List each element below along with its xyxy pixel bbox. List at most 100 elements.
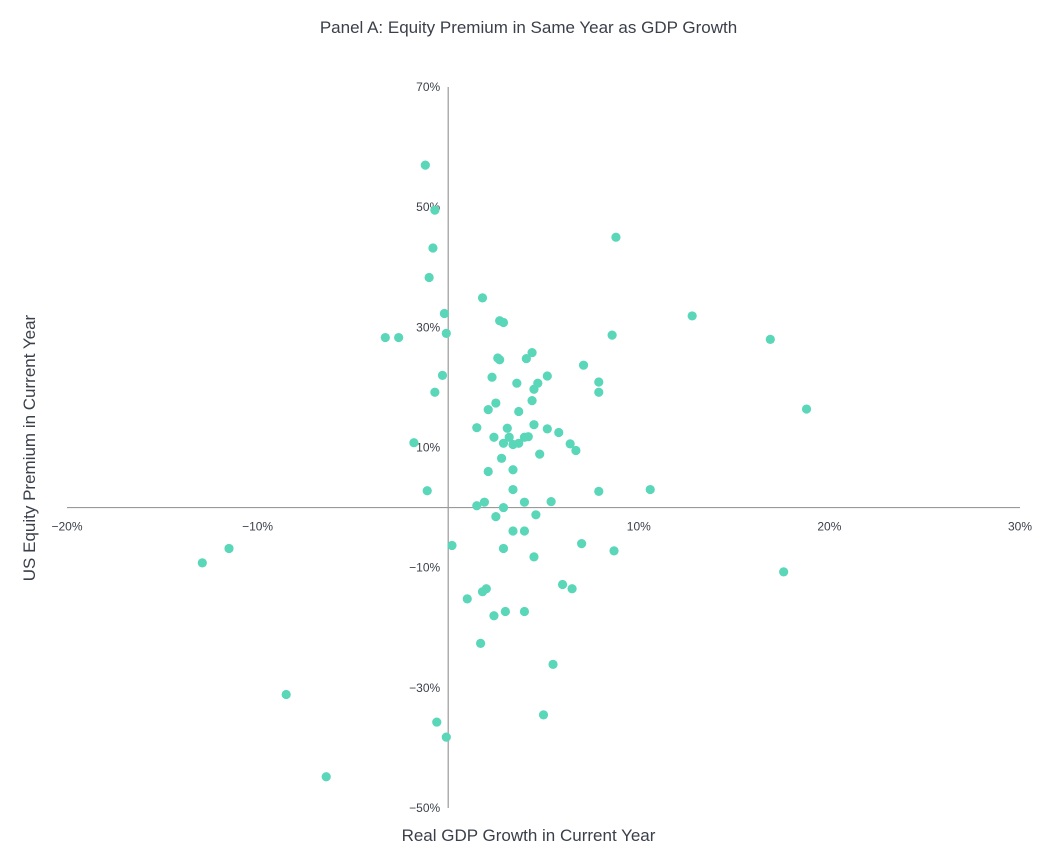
scatter-point: [554, 427, 564, 438]
scatter-point: [447, 540, 457, 551]
scatter-point: [437, 370, 448, 380]
scatter-point: [607, 330, 617, 340]
scatter-point: [422, 486, 432, 496]
scatter-point: [594, 486, 604, 496]
scatter-point: [531, 510, 541, 520]
data-points: [197, 160, 812, 782]
scatter-point: [224, 543, 234, 554]
scatter-point: [571, 445, 581, 456]
scatter-point: [472, 423, 482, 433]
scatter-point: [578, 360, 589, 370]
scatter-point: [439, 308, 449, 319]
scatter-point: [538, 710, 549, 720]
scatter-point: [394, 332, 404, 343]
x-tick-label: −20%: [51, 520, 82, 534]
scatter-point: [487, 372, 497, 382]
axes: [67, 87, 1020, 808]
scatter-point: [508, 465, 518, 475]
x-tick-label: 30%: [1008, 520, 1032, 534]
scatter-point: [577, 539, 587, 549]
scatter-point: [428, 243, 438, 253]
scatter-point: [477, 293, 488, 303]
scatter-point: [462, 594, 472, 604]
y-tick-label: 30%: [416, 320, 440, 334]
scatter-point: [498, 543, 509, 554]
scatter-point: [508, 484, 518, 495]
scatter-point: [483, 405, 493, 415]
scatter-point: [491, 511, 501, 522]
scatter-point: [519, 497, 530, 507]
scatter-point: [557, 579, 568, 590]
scatter-point: [197, 558, 207, 568]
scatter-point: [489, 432, 499, 442]
scatter-point: [529, 384, 539, 394]
scatter-point: [594, 387, 604, 397]
scatter-point: [491, 398, 501, 408]
scatter-point: [514, 406, 524, 417]
scatter-point: [472, 501, 482, 511]
scatter-point: [483, 466, 493, 477]
scatter-point: [548, 659, 558, 670]
scatter-point: [420, 160, 430, 170]
scatter-point: [523, 432, 533, 442]
scatter-point: [529, 420, 539, 430]
x-tick-label: 10%: [627, 520, 651, 534]
scatter-point: [546, 496, 556, 507]
y-tick-label: −50%: [409, 801, 440, 815]
scatter-point: [479, 497, 490, 507]
scatter-point: [542, 424, 552, 434]
scatter-point: [409, 438, 419, 448]
y-tick-label: −10%: [409, 561, 440, 575]
scatter-point: [519, 526, 530, 536]
scatter-point: [500, 606, 510, 617]
scatter-point: [441, 328, 451, 338]
scatter-point: [611, 232, 621, 242]
scatter-point: [529, 552, 539, 562]
x-axis-label: Real GDP Growth in Current Year: [401, 826, 656, 845]
scatter-point: [542, 371, 552, 381]
scatter-point: [527, 347, 537, 358]
scatter-point: [508, 526, 518, 536]
chart-title: Panel A: Equity Premium in Same Year as …: [319, 18, 738, 37]
scatter-point: [687, 311, 697, 321]
x-tick-label: −10%: [242, 520, 273, 534]
scatter-point: [527, 396, 537, 406]
y-tick-label: 10%: [416, 441, 440, 455]
scatter-point: [645, 484, 655, 495]
scatter-point: [430, 387, 440, 397]
scatter-point: [609, 546, 619, 556]
scatter-point: [281, 689, 291, 700]
x-tick-label: 20%: [817, 520, 841, 534]
scatter-point: [432, 717, 442, 727]
scatter-point: [765, 334, 775, 344]
scatter-point: [495, 355, 505, 365]
y-tick-label: −30%: [409, 681, 440, 695]
scatter-point: [477, 587, 488, 597]
scatter-point: [321, 772, 331, 782]
scatter-point: [441, 732, 451, 742]
scatter-point: [519, 606, 530, 617]
scatter-point: [514, 438, 524, 448]
scatter-point: [502, 423, 512, 433]
scatter-point: [504, 432, 514, 442]
scatter-point: [535, 449, 545, 459]
scatter-point: [567, 584, 577, 594]
scatter-point: [380, 332, 390, 343]
scatter-point: [512, 378, 522, 388]
scatter-point: [476, 638, 486, 648]
scatter-point: [565, 439, 575, 449]
scatter-point: [489, 611, 499, 621]
scatter-point: [496, 453, 507, 463]
scatter-point: [498, 438, 509, 448]
scatter-point: [801, 404, 812, 414]
scatter-point: [430, 205, 440, 215]
tick-labels: −20% −10% 10% 20% 30%70%50%30%10%−10%−30%−50…: [51, 80, 1032, 815]
y-tick-label: 70%: [416, 80, 440, 94]
scatter-point: [498, 502, 509, 513]
scatter-point: [424, 272, 434, 283]
scatter-point: [498, 317, 509, 328]
scatter-point: [779, 567, 789, 577]
scatter-point: [521, 353, 531, 364]
scatter-point: [594, 377, 604, 387]
